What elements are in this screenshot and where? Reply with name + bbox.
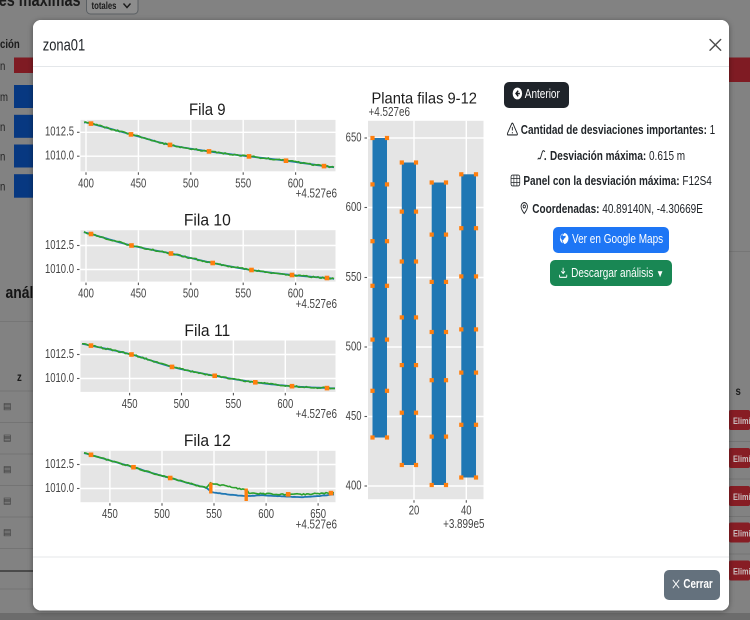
svg-text:550: 550 — [225, 398, 241, 412]
svg-text:+4.527e6: +4.527e6 — [296, 187, 337, 201]
svg-text:400: 400 — [78, 287, 94, 301]
svg-text:n: n — [0, 121, 5, 134]
svg-text:Elimi: Elimi — [733, 454, 750, 464]
svg-text:▤: ▤ — [3, 464, 12, 474]
svg-text:1012.5: 1012.5 — [45, 348, 74, 362]
svg-text:650: 650 — [310, 508, 326, 522]
svg-text:n: n — [0, 151, 5, 164]
svg-text:550: 550 — [206, 508, 222, 522]
svg-text:1010.0: 1010.0 — [45, 149, 74, 163]
svg-text:n: n — [0, 180, 5, 193]
svg-text:550: 550 — [235, 177, 251, 191]
svg-text:600: 600 — [258, 508, 274, 522]
svg-text:ción: ción — [0, 38, 20, 51]
svg-text:450: 450 — [346, 410, 362, 424]
svg-text:z: z — [17, 371, 22, 384]
svg-text:450: 450 — [130, 287, 146, 301]
svg-text:600: 600 — [288, 287, 304, 301]
svg-text:Elimi: Elimi — [733, 492, 750, 502]
svg-text:400: 400 — [346, 479, 362, 493]
svg-text:▤: ▤ — [3, 527, 12, 537]
svg-text:550: 550 — [235, 287, 251, 301]
svg-text:500: 500 — [346, 340, 362, 354]
svg-text:Fila 12: Fila 12 — [184, 432, 231, 451]
svg-text:600: 600 — [277, 398, 293, 412]
svg-text:1012.5: 1012.5 — [45, 458, 74, 472]
svg-text:nes máximas: nes máximas — [0, 0, 81, 10]
svg-text:650: 650 — [346, 131, 362, 145]
svg-text:Fila 10: Fila 10 — [184, 211, 231, 230]
svg-text:+4.527e6: +4.527e6 — [369, 106, 410, 120]
svg-text:Elimi: Elimi — [733, 529, 750, 539]
svg-text:Elimi: Elimi — [733, 416, 750, 426]
svg-text:Fila 11: Fila 11 — [184, 321, 230, 340]
svg-text:450: 450 — [122, 398, 138, 412]
svg-text:Fila 9: Fila 9 — [189, 101, 226, 119]
svg-text:600: 600 — [288, 177, 304, 191]
svg-text:totales: totales — [92, 0, 117, 11]
svg-text:1010.0: 1010.0 — [45, 482, 74, 496]
svg-text:400: 400 — [78, 177, 94, 191]
svg-text:m: m — [0, 91, 8, 104]
svg-text:▤: ▤ — [3, 401, 12, 411]
svg-text:+4.527e6: +4.527e6 — [296, 518, 337, 532]
svg-text:s: s — [736, 385, 741, 398]
svg-text:20: 20 — [409, 504, 420, 518]
svg-text:40: 40 — [461, 504, 472, 518]
svg-text:600: 600 — [346, 201, 362, 215]
svg-text:Elimi: Elimi — [733, 567, 750, 577]
svg-text:1010.0: 1010.0 — [45, 372, 74, 386]
svg-text:500: 500 — [174, 398, 190, 412]
svg-text:▤: ▤ — [3, 496, 12, 506]
svg-text:1010.0: 1010.0 — [45, 263, 74, 277]
svg-text:Planta filas 9-12: Planta filas 9-12 — [371, 90, 476, 108]
svg-text:550: 550 — [346, 271, 362, 285]
svg-text:zona01: zona01 — [43, 36, 85, 55]
svg-text:+3.899e5: +3.899e5 — [443, 518, 484, 532]
svg-text:500: 500 — [183, 177, 199, 191]
svg-text:450: 450 — [102, 508, 118, 522]
svg-text:n: n — [0, 60, 5, 73]
svg-text:500: 500 — [154, 508, 170, 522]
svg-text:500: 500 — [183, 287, 199, 301]
svg-text:+4.527e6: +4.527e6 — [296, 298, 337, 312]
svg-text:+4.527e6: +4.527e6 — [296, 408, 337, 422]
svg-text:450: 450 — [130, 177, 146, 191]
svg-text:1012.5: 1012.5 — [45, 239, 74, 253]
svg-text:1012.5: 1012.5 — [45, 125, 74, 139]
svg-text:▤: ▤ — [3, 433, 12, 443]
svg-text:anál: anál — [6, 284, 34, 303]
